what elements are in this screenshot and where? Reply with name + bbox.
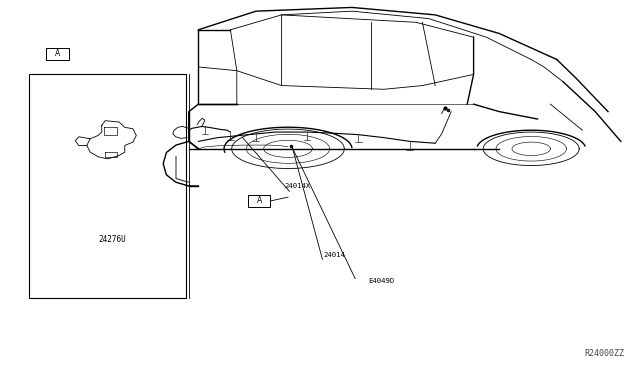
Bar	[248, 195, 271, 207]
Text: 24014X: 24014X	[284, 183, 311, 189]
Bar	[29, 74, 186, 298]
Bar	[46, 48, 69, 60]
Text: A: A	[257, 196, 262, 205]
Text: 24276U: 24276U	[98, 235, 126, 244]
Text: R24000ZZ: R24000ZZ	[584, 349, 624, 358]
Text: A: A	[55, 49, 60, 58]
Text: E4049D: E4049D	[368, 278, 394, 284]
Text: 24014: 24014	[323, 252, 345, 258]
